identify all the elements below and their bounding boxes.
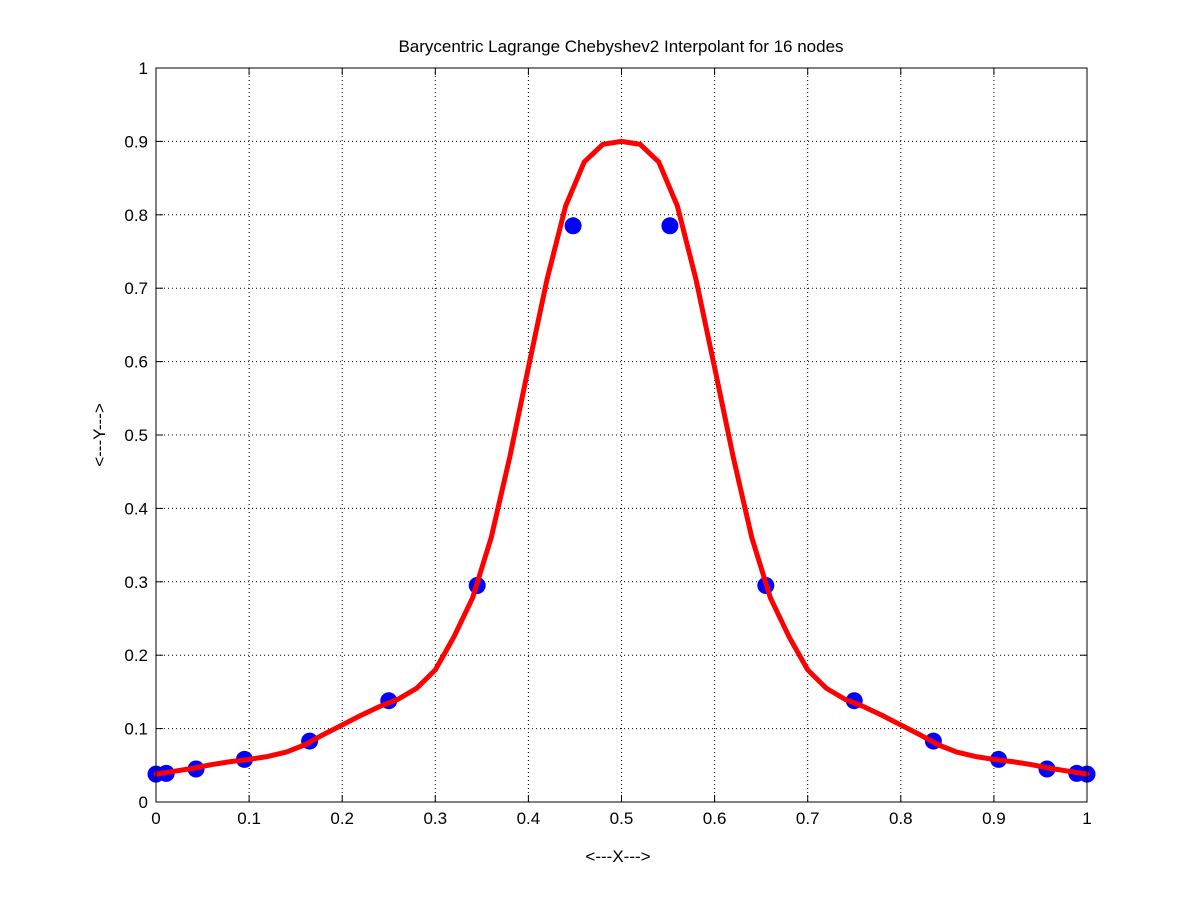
tick-labels: 0 0.1 0.2 0.3 0.4 0.5 0.6 0.7 0.8 0.9 1 0 0.1 0.2 0.3 0… xyxy=(124,59,1091,828)
x-tick-label: 0.3 xyxy=(423,809,447,828)
chart-title: Barycentric Lagrange Chebyshev2 Interpol… xyxy=(398,37,843,56)
y-tick-label: 0.7 xyxy=(124,279,148,298)
interpolant-line xyxy=(153,138,1090,777)
x-tick-label: 0.6 xyxy=(703,809,727,828)
y-tick-label: 0.4 xyxy=(124,499,148,518)
y-tick-label: 0.8 xyxy=(124,206,148,225)
x-tick-label: 0.5 xyxy=(610,809,634,828)
x-tick-label: 0.4 xyxy=(517,809,541,828)
y-tick-label: 0.6 xyxy=(124,353,148,372)
y-tick-label: 0 xyxy=(139,793,148,812)
x-tick-label: 0.2 xyxy=(330,809,354,828)
x-tick-label: 0.8 xyxy=(889,809,913,828)
x-tick-label: 0.7 xyxy=(796,809,820,828)
x-tick-label: 0 xyxy=(151,809,160,828)
y-axis-label: <---Y---> xyxy=(90,403,109,467)
plot-area xyxy=(156,68,1087,802)
data-point-marker xyxy=(661,217,679,235)
x-tick-label: 1 xyxy=(1082,809,1091,828)
y-tick-label: 0.2 xyxy=(124,646,148,665)
x-tick-label: 0.9 xyxy=(982,809,1006,828)
y-tick-label: 0.3 xyxy=(124,573,148,592)
y-tick-label: 0.9 xyxy=(124,132,148,151)
data-point-marker xyxy=(564,217,582,235)
x-tick-label: 0.1 xyxy=(237,809,261,828)
series-layer xyxy=(147,138,1096,783)
y-tick-label: 1 xyxy=(139,59,148,78)
y-tick-label: 0.5 xyxy=(124,426,148,445)
plot-frame xyxy=(155,67,1088,803)
y-tick-label: 0.1 xyxy=(124,720,148,739)
x-axis-label: <---X---> xyxy=(585,847,650,866)
